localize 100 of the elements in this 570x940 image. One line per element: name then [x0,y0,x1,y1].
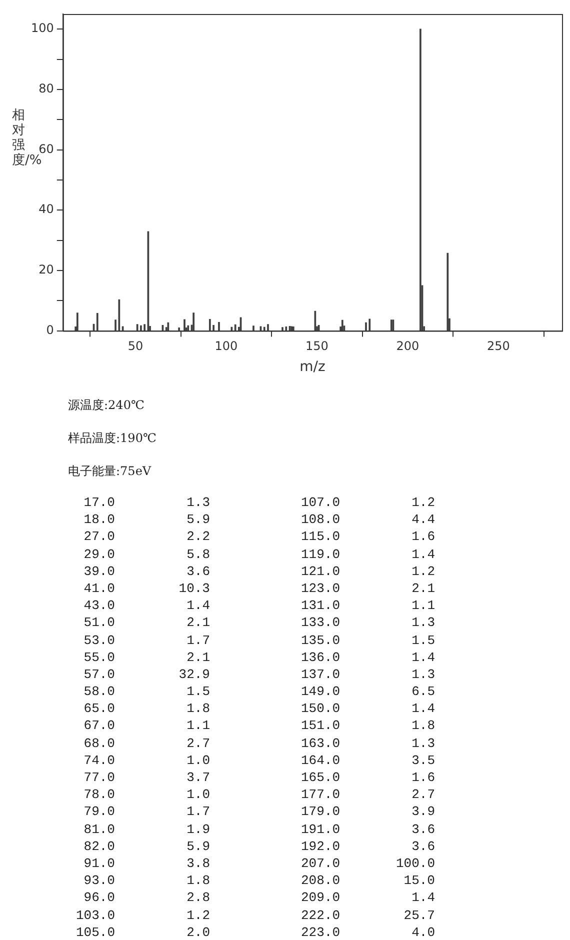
text: 78.0 [82,786,115,804]
text: 65.0 [82,700,115,718]
text: 123.0 [300,580,340,598]
text: 79.0 [82,803,115,821]
text: 3.6 [186,562,210,580]
text: 1.4 [410,700,435,718]
text: 5.9 [186,838,210,855]
text: 81.0 [82,820,115,838]
x-tick-label: 250 [487,339,510,354]
text: 1.8 [186,872,210,890]
text: 1.3 [410,734,435,752]
text: 68.0 [82,734,115,752]
text: 209.0 [300,889,340,906]
text: 43.0 [82,597,115,614]
text: 164.0 [300,752,340,769]
text: 2.1 [186,614,210,632]
text: 4.4 [410,511,435,528]
text: 6.5 [410,683,435,700]
text: 192.0 [300,838,340,855]
text: 39.0 [82,562,115,580]
x-tick-label: 50 [128,339,144,354]
text: 58.0 [82,683,115,700]
text: 103.0 [74,906,115,924]
text: 3.6 [410,838,435,855]
text: 165.0 [300,769,340,786]
text: 133.0 [300,614,340,632]
text: 96.0 [82,889,115,906]
text: 115.0 [300,528,340,546]
text: 177.0 [300,786,340,804]
text: 137.0 [300,666,340,684]
x-tick-label: 100 [214,339,238,354]
text: 2.1 [410,580,435,598]
text: 150.0 [300,700,340,718]
text: 25.7 [402,906,435,924]
y-tick-label: 40 [38,202,54,216]
text: 源温度:240℃ [67,397,146,414]
text: 222.0 [300,906,340,924]
text: 3.6 [410,820,435,838]
text: 41.0 [82,580,115,598]
text: 93.0 [82,872,115,890]
text: 82.0 [82,838,115,855]
text: 149.0 [300,683,340,700]
x-tick-label: 150 [306,339,328,354]
text: 1.4 [410,889,435,906]
text: 1.1 [410,597,435,614]
text: 17.0 [82,494,115,512]
text: 57.0 [82,666,115,684]
text: 样品温度:190℃ [67,430,158,447]
text: 3.5 [410,752,435,769]
text: 18.0 [82,511,115,528]
text: 2.7 [186,734,210,752]
text: 191.0 [300,820,340,838]
text: 119.0 [300,546,340,563]
x-axis-title: m/z [300,359,326,376]
text: 208.0 [300,872,340,890]
text: 1.8 [410,717,435,735]
y-tick-label: 0 [46,322,54,337]
y-tick-label: 80 [38,82,54,96]
text: 151.0 [300,717,340,735]
y-tick-label: 20 [38,262,54,277]
text: 105.0 [74,924,115,940]
text: 电子能量:75eV [67,463,152,480]
text: 1.0 [186,786,210,804]
text: 77.0 [82,769,115,786]
text: 53.0 [82,632,115,649]
y-tick-label: 100 [31,21,54,36]
text: 55.0 [82,648,115,666]
text: 1.3 [410,614,435,632]
x-tick-label: 200 [396,339,420,354]
text: 163.0 [300,734,340,752]
text: 32.9 [178,666,210,684]
text: 1.0 [186,752,210,769]
text: 1.2 [410,562,435,580]
text: 107.0 [300,494,340,512]
text: 2.0 [186,924,210,940]
text: 1.1 [186,717,210,735]
text: 1.7 [186,803,210,821]
text: 4.0 [410,924,435,940]
text: 1.4 [186,597,210,614]
text: 1.3 [410,666,435,684]
text: 1.5 [410,632,435,649]
text: 5.9 [186,511,210,528]
text: 29.0 [82,546,115,563]
text: 1.2 [410,494,435,512]
text: 100.0 [394,854,435,872]
text: 1.3 [186,494,210,512]
text: 67.0 [82,717,115,735]
text: 1.2 [186,906,210,924]
text: 1.4 [410,648,435,666]
text: 1.4 [410,546,435,563]
text: 15.0 [402,872,435,890]
text: 27.0 [82,528,115,546]
text: 2.1 [186,648,210,666]
text: 135.0 [300,632,340,649]
text: 74.0 [82,752,115,769]
text: 1.7 [186,632,210,649]
text: 1.6 [410,769,435,786]
text: 207.0 [300,854,340,872]
text: 10.3 [178,580,210,598]
text: 2.7 [410,786,435,804]
